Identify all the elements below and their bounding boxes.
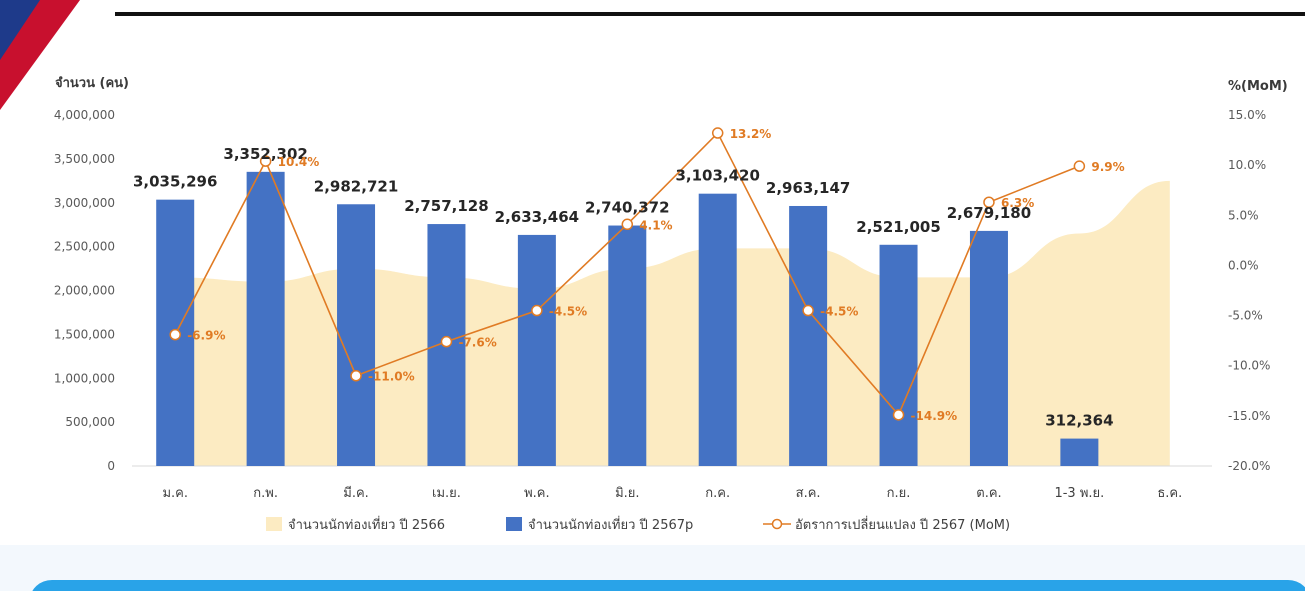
bar-2567 xyxy=(789,205,828,466)
bar-2567 xyxy=(608,225,647,466)
mom-value-label: 6.3% xyxy=(1001,196,1034,210)
x-category-label: มี.ค. xyxy=(343,485,369,501)
y-right-tick-label: 10.0% xyxy=(1228,158,1266,172)
bar-value-label: 2,679,180 xyxy=(947,204,1031,222)
mom-point xyxy=(259,155,272,167)
bar-2567 xyxy=(969,230,1008,466)
x-category-label: ก.พ. xyxy=(253,486,278,501)
mom-value-label: -6.9% xyxy=(187,329,225,343)
line-labels: -6.9% 10.4% -11.0% -7.6% -4.5% 4.1% 13.2% -4.5%… xyxy=(187,127,1124,423)
legend-swatch-area xyxy=(266,517,282,531)
x-category-label: ต.ค. xyxy=(976,486,1001,501)
mom-value-label: 4.1% xyxy=(639,218,672,232)
legend-swatch-marker xyxy=(771,518,783,530)
y-left-tick-label: 2,500,000 xyxy=(54,240,115,254)
bar-value-label: 2,521,005 xyxy=(856,218,940,236)
mom-point xyxy=(621,218,634,231)
corner-stripe-blue xyxy=(0,0,40,60)
bar-2567 xyxy=(337,204,376,466)
x-category-label: พ.ค. xyxy=(524,486,550,501)
y-left-tick-label: 4,000,000 xyxy=(54,108,115,122)
y-axis-left-title: จำนวน (คน) xyxy=(55,75,129,91)
y-axis-left: 0 500,000 1,000,000 1,500,000 2,000,000 2,500… xyxy=(54,108,115,473)
bar-value-label: 3,035,296 xyxy=(133,173,217,191)
bar-2567 xyxy=(517,234,556,466)
y-left-tick-label: 3,000,000 xyxy=(54,196,115,210)
legend-label-bar: จำนวนนักท่องเที่ยว ปี 2567p xyxy=(528,516,693,533)
bar-value-label: 312,364 xyxy=(1045,412,1113,430)
y-left-tick-label: 2,000,000 xyxy=(54,284,115,298)
mom-value-label: -7.6% xyxy=(458,336,496,350)
y-axis-right-title: %(MoM) xyxy=(1228,79,1288,94)
legend-label-line: อัตราการเปลี่ยนแปลง ปี 2567 (MoM) xyxy=(795,516,1010,533)
x-category-label: ส.ค. xyxy=(796,486,821,501)
y-right-tick-label: -10.0% xyxy=(1228,359,1270,373)
bar-value-label: 2,633,464 xyxy=(495,208,579,226)
bar-2567 xyxy=(698,193,737,466)
y-left-tick-label: 0 xyxy=(107,459,115,473)
legend-label-area: จำนวนนักท่องเที่ยว ปี 2566 xyxy=(288,516,445,533)
mom-value-label: 13.2% xyxy=(730,127,772,141)
x-category-label: มิ.ย. xyxy=(615,486,639,501)
mom-value-label: -11.0% xyxy=(368,370,415,384)
bar-2567 xyxy=(1060,438,1099,466)
mom-point xyxy=(1073,160,1086,172)
mom-point xyxy=(350,369,362,382)
mom-value-label: -14.9% xyxy=(911,409,958,423)
mom-value-label: -4.5% xyxy=(549,305,587,319)
y-right-tick-label: -5.0% xyxy=(1228,309,1263,323)
legend: จำนวนนักท่องเที่ยว ปี 2566 จำนวนนักท่องเ… xyxy=(266,516,1010,533)
mom-point xyxy=(169,328,181,341)
y-left-tick-label: 1,000,000 xyxy=(54,371,115,385)
y-left-tick-label: 1,500,000 xyxy=(54,327,115,341)
y-axis-right: -20.0% -15.0% -10.0% -5.0% 0.0% 5.0% 10.0% 15.0… xyxy=(1228,108,1270,473)
x-category-label: ก.ค. xyxy=(705,486,730,501)
bar-series-2567 xyxy=(156,171,1099,466)
x-category-label: เม.ย. xyxy=(432,486,461,501)
area-series-2566 xyxy=(175,180,1170,466)
mom-point xyxy=(802,304,814,317)
mom-value-label: 10.4% xyxy=(278,155,320,169)
mom-point xyxy=(983,196,995,208)
mom-point xyxy=(531,304,543,317)
y-right-tick-label: -20.0% xyxy=(1228,459,1270,473)
x-category-label: ธ.ค. xyxy=(1157,486,1182,501)
y-right-tick-label: 15.0% xyxy=(1228,108,1266,122)
area-2566-shape xyxy=(175,180,1170,466)
mom-point xyxy=(892,409,905,421)
x-axis-categories: ม.ค. ก.พ. มี.ค. เม.ย. พ.ค. มิ.ย. ก.ค. ส.ค. ก.ย. ต… xyxy=(162,485,1182,501)
bar-value-label: 3,352,302 xyxy=(223,145,307,163)
line-series-mom xyxy=(169,127,1086,421)
y-right-tick-label: 5.0% xyxy=(1228,208,1259,222)
x-category-label: 1-3 พ.ย. xyxy=(1054,486,1104,501)
bar-value-label: 2,740,372 xyxy=(585,199,669,217)
bar-value-label: 2,982,721 xyxy=(314,177,398,195)
y-right-tick-label: -15.0% xyxy=(1228,409,1270,423)
mom-value-label: -4.5% xyxy=(820,305,858,319)
bar-value-label: 2,757,128 xyxy=(404,197,488,215)
mom-point xyxy=(440,335,453,348)
bar-labels: 3,035,296 3,352,302 2,982,721 2,757,128 2,63… xyxy=(133,145,1114,430)
legend-swatch-bar xyxy=(506,517,522,531)
x-category-label: ก.ย. xyxy=(887,486,911,501)
y-left-tick-label: 3,500,000 xyxy=(54,152,115,166)
bar-value-label: 2,963,147 xyxy=(766,179,850,197)
bottom-banner xyxy=(32,580,1305,591)
mom-point xyxy=(711,127,724,139)
bar-2567 xyxy=(246,171,285,466)
header-rule xyxy=(115,12,1305,16)
y-right-tick-label: 0.0% xyxy=(1228,258,1259,272)
x-category-label: ม.ค. xyxy=(162,486,188,501)
bar-2567 xyxy=(879,244,918,466)
y-left-tick-label: 500,000 xyxy=(65,415,115,429)
bar-value-label: 3,103,420 xyxy=(675,167,759,185)
mom-value-label: 9.9% xyxy=(1091,160,1124,174)
